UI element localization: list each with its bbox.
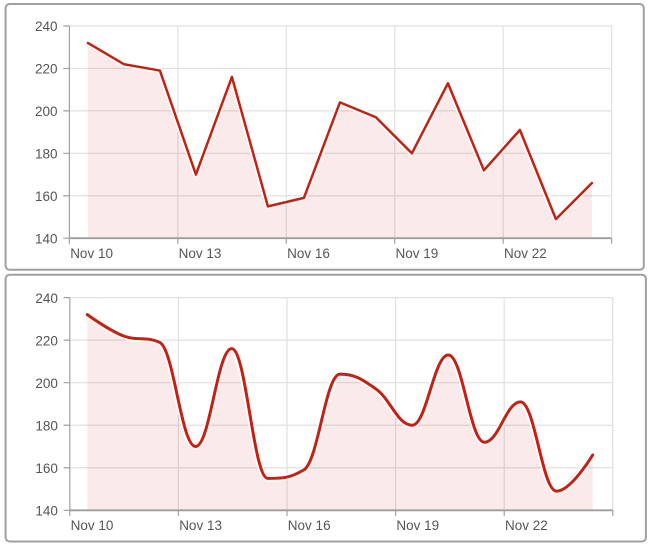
svg-text:220: 220 xyxy=(35,333,58,348)
svg-text:160: 160 xyxy=(35,189,58,204)
svg-text:160: 160 xyxy=(35,461,58,476)
svg-text:180: 180 xyxy=(35,418,58,433)
svg-text:Nov 13: Nov 13 xyxy=(179,518,222,533)
svg-text:Nov 13: Nov 13 xyxy=(179,246,222,261)
svg-text:Nov 22: Nov 22 xyxy=(505,518,548,533)
svg-text:Nov 10: Nov 10 xyxy=(70,246,113,261)
svg-text:140: 140 xyxy=(35,504,58,519)
svg-text:220: 220 xyxy=(35,62,58,77)
svg-text:Nov 16: Nov 16 xyxy=(287,246,330,261)
svg-text:Nov 19: Nov 19 xyxy=(396,518,439,533)
svg-text:180: 180 xyxy=(35,147,58,162)
svg-text:200: 200 xyxy=(35,376,58,391)
svg-text:Nov 16: Nov 16 xyxy=(288,518,331,533)
svg-text:240: 240 xyxy=(35,19,58,34)
svg-text:Nov 22: Nov 22 xyxy=(504,246,547,261)
svg-text:Nov 10: Nov 10 xyxy=(71,518,114,533)
svg-text:200: 200 xyxy=(35,104,58,119)
svg-text:240: 240 xyxy=(35,291,58,306)
svg-text:Nov 19: Nov 19 xyxy=(396,246,439,261)
svg-text:140: 140 xyxy=(35,231,58,246)
